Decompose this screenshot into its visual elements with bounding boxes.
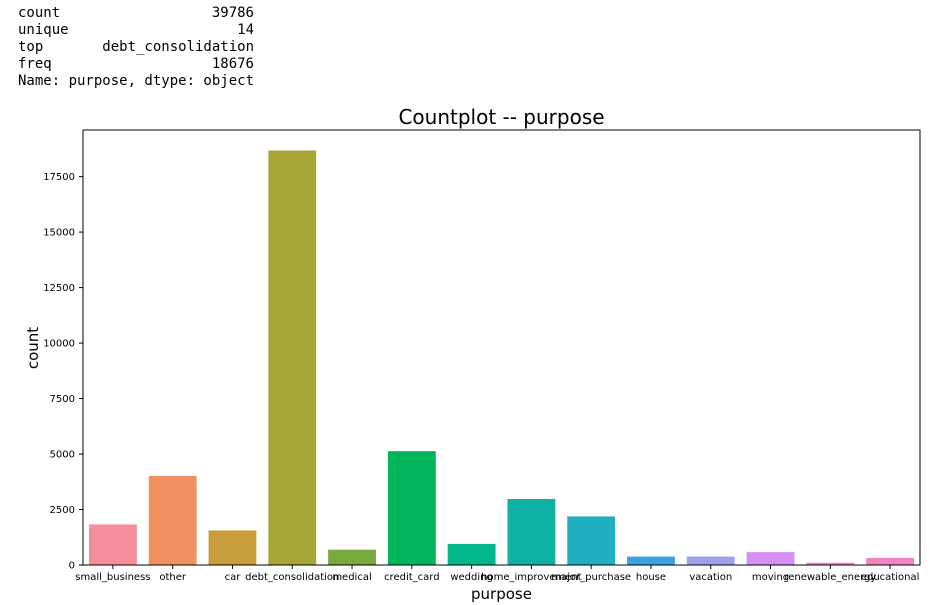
describe-footer: Name: purpose, dtype: object <box>18 73 255 89</box>
bar-renewable-energy <box>806 562 855 565</box>
describe-value: debt_consolidation <box>102 39 254 55</box>
y-tick-label: 12500 <box>43 283 75 294</box>
describe-key: count <box>18 5 61 21</box>
describe-row-unique: unique 14 <box>18 22 254 39</box>
x-tick-label: moving <box>752 572 789 583</box>
describe-key: unique <box>18 22 69 38</box>
bar-wedding <box>447 543 496 565</box>
describe-row-freq: freq 18676 <box>18 56 254 73</box>
x-tick-label: other <box>159 572 187 583</box>
bar-house <box>627 556 675 565</box>
y-tick-label: 17500 <box>43 172 75 183</box>
describe-value: 14 <box>237 22 254 38</box>
x-tick-label: small_business <box>75 572 150 583</box>
describe-output: count 39786 unique 14 top debt_consolidatio… <box>18 5 254 90</box>
y-tick-label: 0 <box>69 561 75 572</box>
bar-moving <box>746 552 795 565</box>
x-tick-label: debt_consolidation <box>245 572 339 583</box>
describe-key: top <box>18 39 44 55</box>
describe-value: 39786 <box>211 5 254 21</box>
describe-key: freq <box>18 56 52 72</box>
x-tick-label: vacation <box>689 572 732 583</box>
y-axis: 0 2500 5000 7500 10000 12500 15000 17500 <box>43 172 83 572</box>
y-tick-label: 5000 <box>50 450 75 461</box>
bar-major-purchase <box>567 516 616 565</box>
describe-value: 18676 <box>211 56 254 72</box>
bar-educational <box>866 557 915 565</box>
y-tick-label: 2500 <box>50 505 75 516</box>
x-tick-label: wedding <box>450 572 493 583</box>
x-tick-label: credit_card <box>384 572 440 583</box>
bar-car <box>208 530 257 565</box>
bar-home-improvement <box>507 498 556 565</box>
x-axis-label: purpose <box>471 585 532 603</box>
plot-frame <box>82 129 921 566</box>
chart-title: Countplot -- purpose <box>398 105 604 129</box>
x-tick-label: house <box>636 572 666 583</box>
x-tick-label: major_purchase <box>551 572 631 583</box>
x-tick-label: educational <box>861 572 920 583</box>
bars-group <box>88 150 915 565</box>
bar-small-business <box>88 524 137 565</box>
x-tick-label: car <box>225 572 242 583</box>
x-tick-label: renewable_energy <box>784 572 876 583</box>
bar-vacation <box>686 556 735 565</box>
x-tick-label: medical <box>332 572 371 583</box>
bar-medical <box>328 549 376 565</box>
y-tick-label: 15000 <box>43 228 75 239</box>
describe-row-count: count 39786 <box>18 5 254 22</box>
y-axis-label: count <box>24 327 42 369</box>
x-tick-label: home_improvement <box>481 572 582 583</box>
bar-other <box>148 476 197 565</box>
x-axis: small_business other car debt_consolidation… <box>75 565 919 583</box>
bar-credit-card <box>387 451 436 565</box>
describe-row-top: top debt_consolidation <box>18 39 254 56</box>
y-tick-label: 7500 <box>50 394 75 405</box>
y-tick-label: 10000 <box>43 339 75 350</box>
bar-debt-consolidation <box>268 150 317 565</box>
